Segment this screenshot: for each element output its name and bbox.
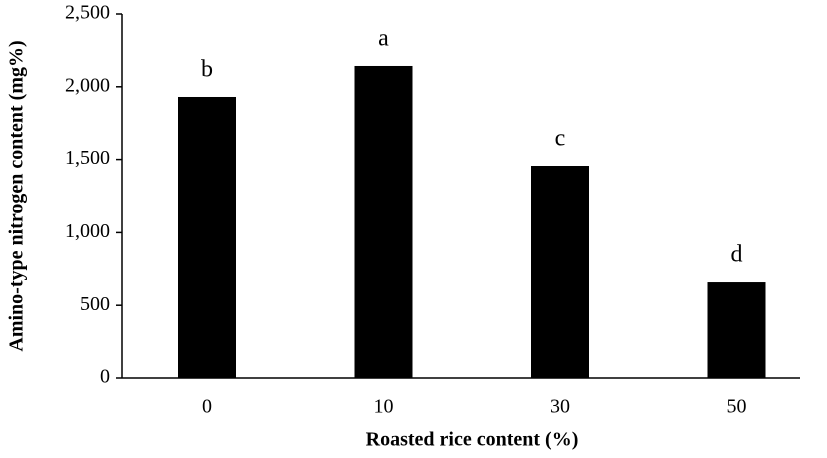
y-tick-label: 1,000: [65, 220, 110, 242]
bar: [178, 96, 236, 378]
x-tick-label: 50: [727, 396, 747, 418]
y-tick-label: 1,500: [65, 147, 110, 169]
y-tick-label: 2,000: [65, 74, 110, 96]
bar: [354, 65, 413, 379]
bar: [707, 282, 766, 378]
significance-letter: d: [731, 242, 743, 268]
x-tick-label: 30: [550, 396, 570, 418]
y-tick-label: 500: [80, 293, 110, 315]
significance-letter: b: [201, 56, 213, 82]
x-axis-title: Roasted rice content (%): [366, 429, 579, 451]
y-tick-label: 2,500: [65, 2, 110, 24]
y-axis-title: Amino-type nitrogen content (mg%): [6, 40, 28, 351]
y-tick-label: 0: [100, 366, 110, 388]
x-tick-label: 0: [202, 396, 212, 418]
bar: [531, 166, 589, 378]
x-tick-label: 10: [374, 396, 394, 418]
significance-letter: c: [555, 126, 566, 152]
significance-letter: a: [378, 25, 389, 51]
